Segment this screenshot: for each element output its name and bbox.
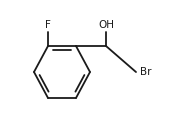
Text: Br: Br <box>140 67 152 77</box>
Text: F: F <box>45 20 51 30</box>
Text: OH: OH <box>98 20 114 30</box>
